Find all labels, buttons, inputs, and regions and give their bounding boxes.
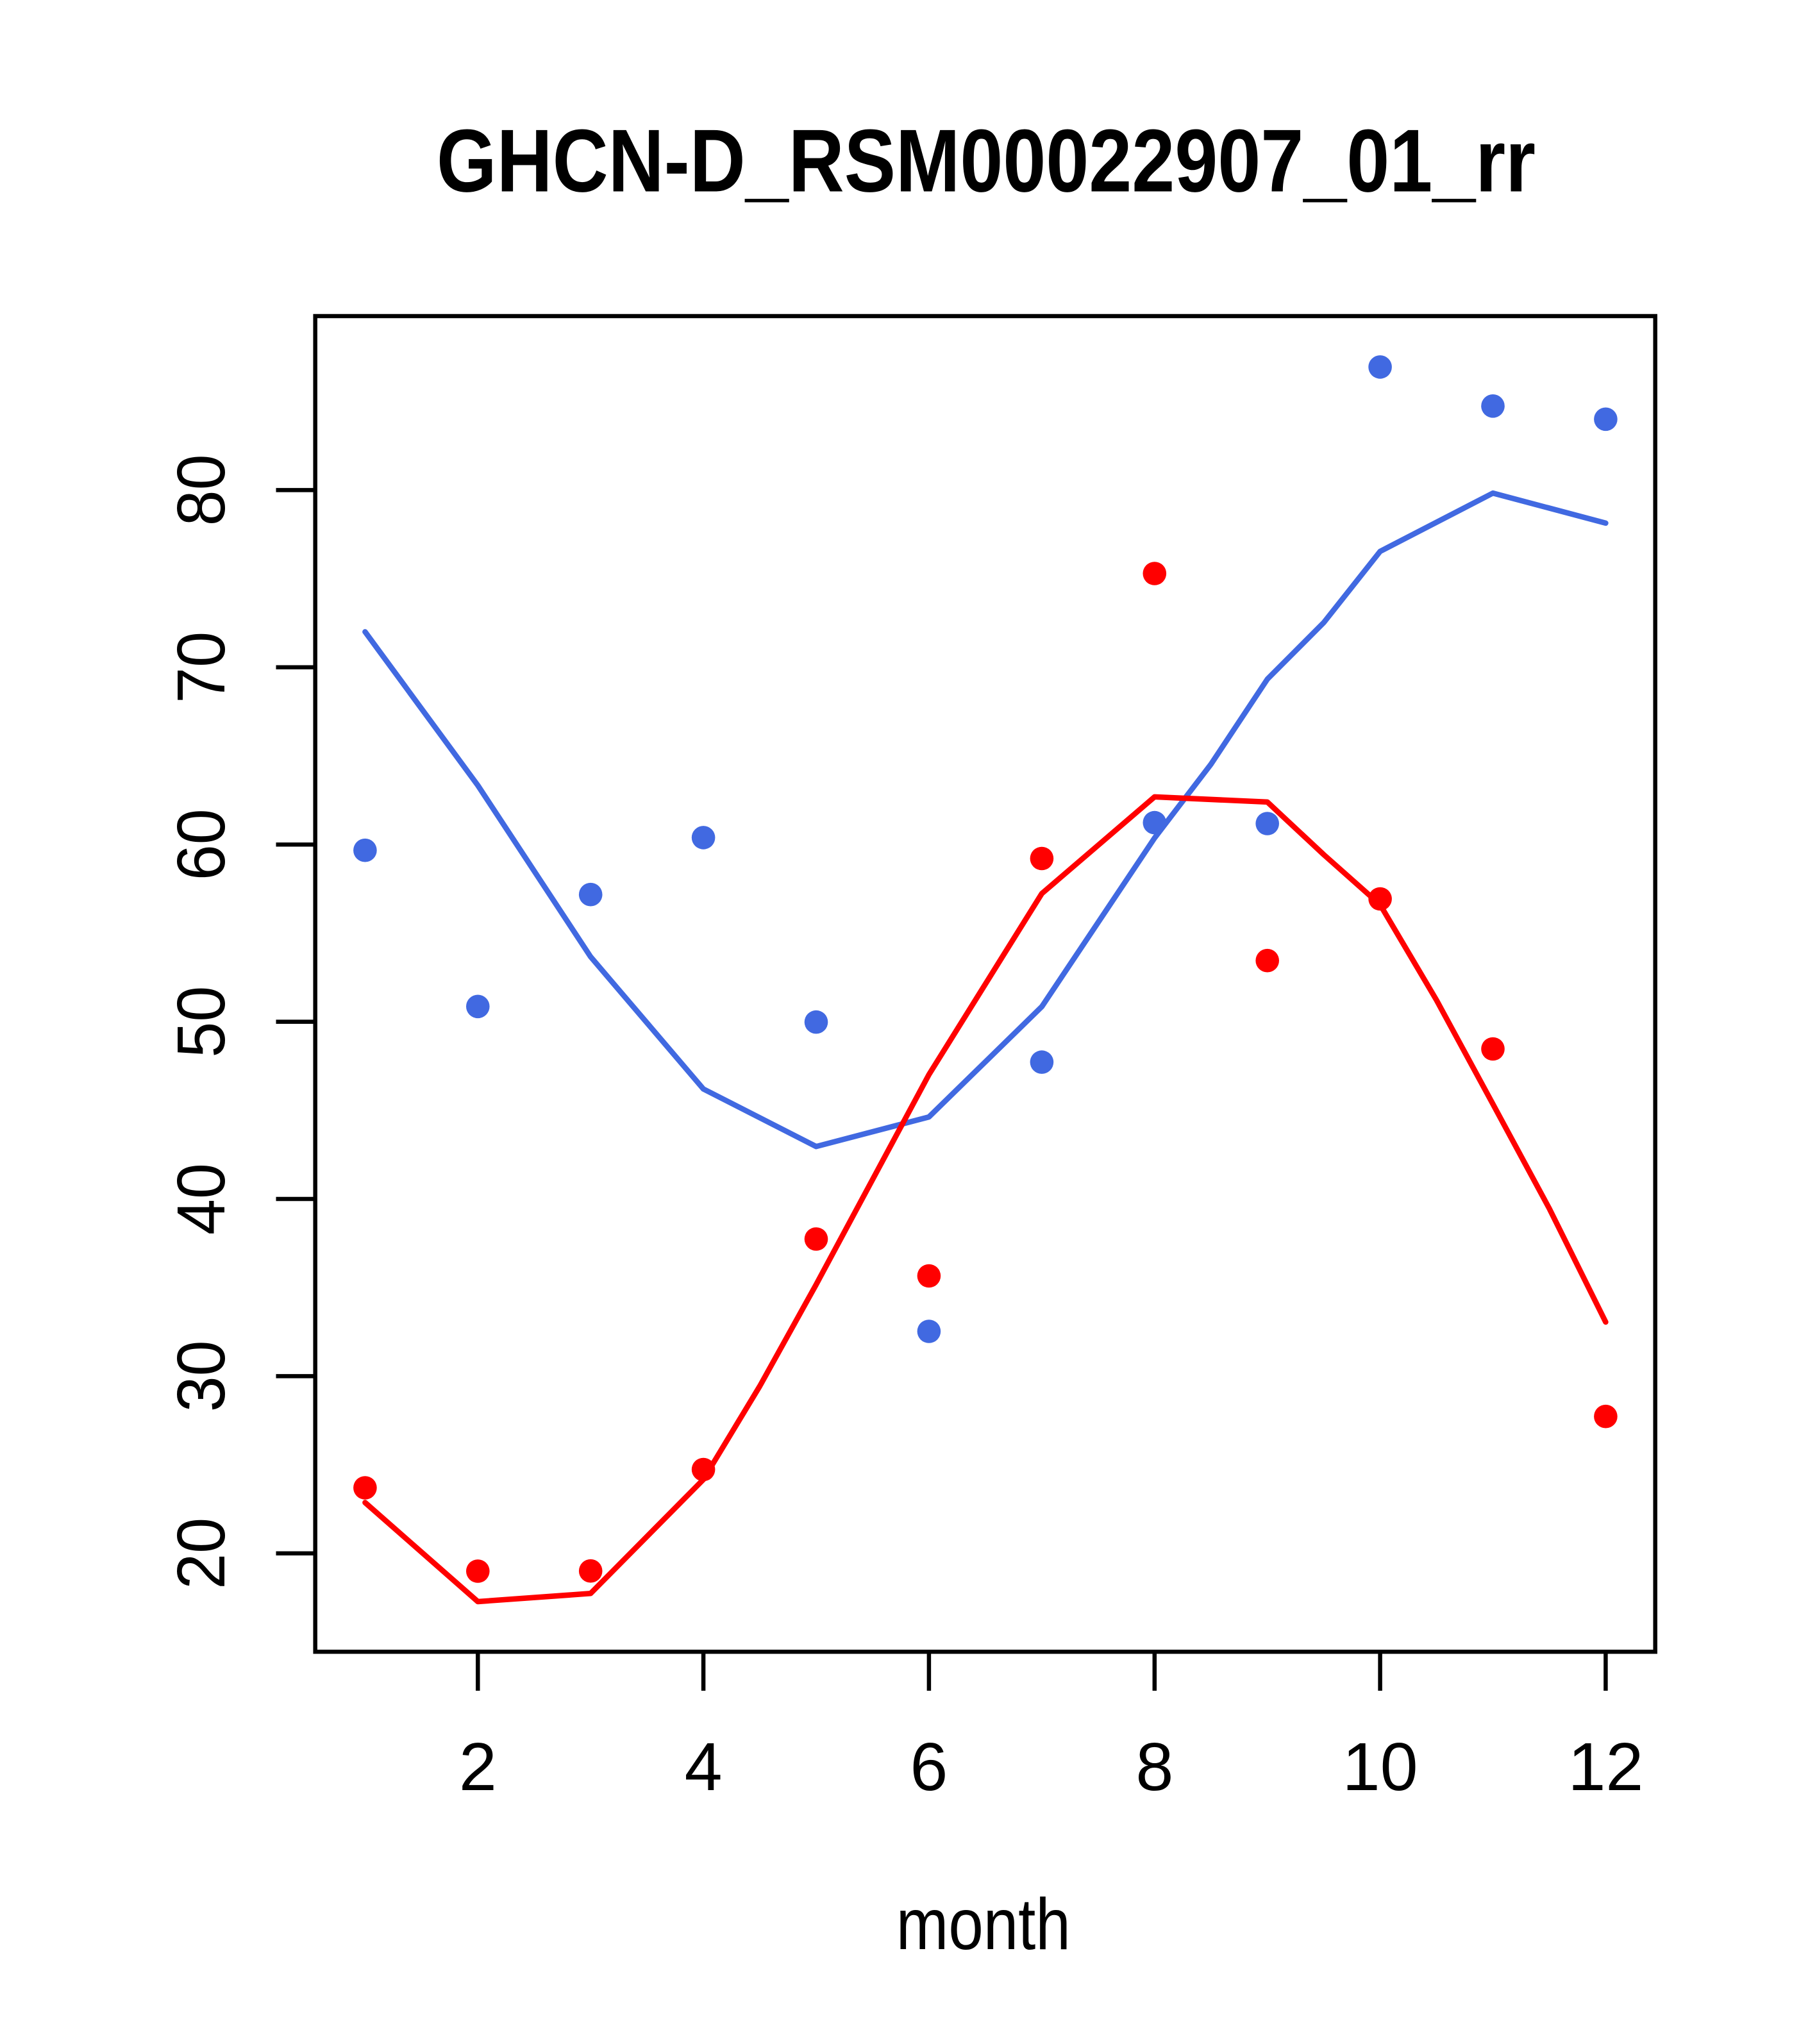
svg-text:30: 30 [163, 1340, 239, 1412]
svg-text:12: 12 [1568, 1729, 1643, 1805]
svg-text:10: 10 [1343, 1729, 1418, 1805]
svg-text:8: 8 [1135, 1729, 1173, 1805]
svg-text:month: month [896, 1884, 1071, 1965]
svg-text:4: 4 [685, 1729, 723, 1805]
svg-text:40: 40 [163, 1163, 239, 1235]
svg-text:80: 80 [163, 454, 239, 526]
svg-text:50: 50 [163, 986, 239, 1058]
svg-text:60: 60 [163, 808, 239, 880]
svg-text:20: 20 [163, 1518, 239, 1589]
svg-text:6: 6 [910, 1729, 948, 1805]
svg-text:GHCN-D_RSM00022907_01_rr: GHCN-D_RSM00022907_01_rr [437, 112, 1536, 211]
svg-text:70: 70 [163, 632, 239, 703]
svg-text:2: 2 [459, 1729, 497, 1805]
